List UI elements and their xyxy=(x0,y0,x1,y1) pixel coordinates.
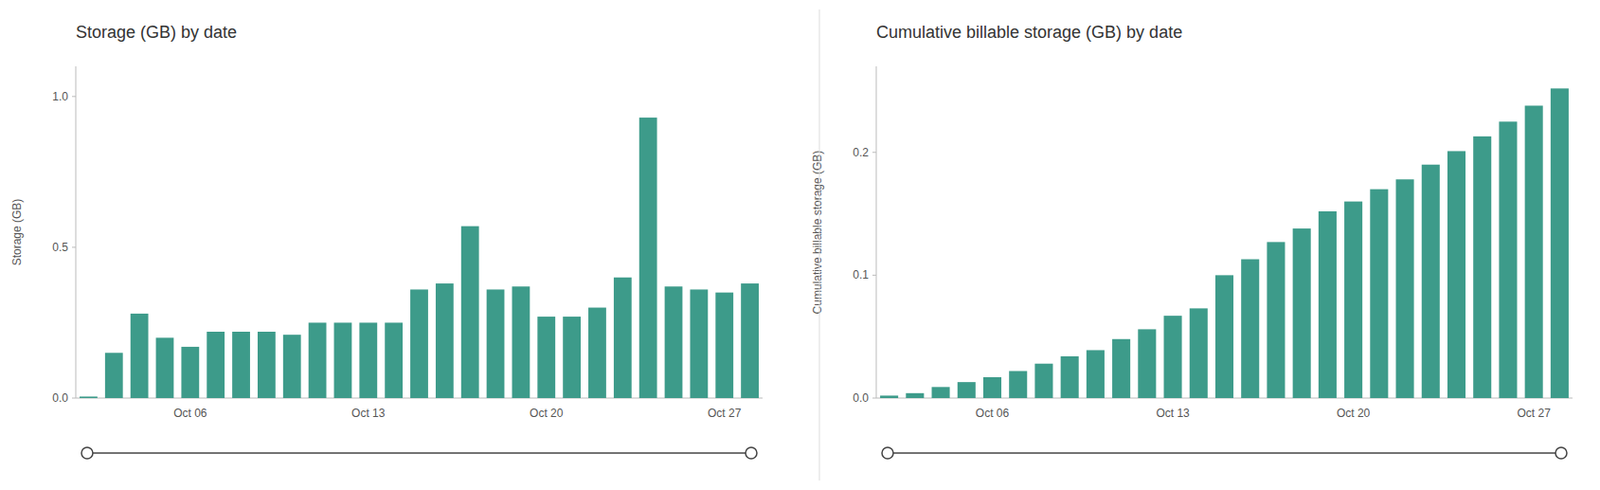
range-slider-handle xyxy=(881,447,894,459)
bar xyxy=(1525,105,1544,398)
bar xyxy=(232,331,251,398)
bar xyxy=(1369,189,1388,398)
bar xyxy=(257,331,276,398)
bar xyxy=(384,322,403,398)
bar xyxy=(105,352,124,398)
bar xyxy=(486,288,505,398)
x-tick-label: Oct 27 xyxy=(1516,406,1551,420)
chart-panel: Cumulative billable storage (GB) by date… xyxy=(810,22,1573,459)
range-slider-handle xyxy=(81,447,93,459)
x-tick-label: Oct 27 xyxy=(707,406,742,420)
bar xyxy=(740,283,759,398)
y-tick xyxy=(71,95,76,97)
x-tick-label: Oct 20 xyxy=(1336,406,1371,420)
bar xyxy=(206,331,225,398)
chart-svg: Storage (GB) by date Storage (GB) 0.0 0.5 1.… xyxy=(0,0,1600,490)
bar xyxy=(512,286,531,398)
chart-title: Cumulative billable storage (GB) by date xyxy=(876,22,1183,42)
y-tick-label: 0.5 xyxy=(52,240,69,254)
bar xyxy=(1550,88,1569,398)
bar xyxy=(905,393,924,398)
x-tick-label: Oct 13 xyxy=(351,406,386,420)
bar xyxy=(334,322,353,398)
bar xyxy=(1344,201,1363,398)
bar xyxy=(308,322,327,398)
bar xyxy=(1008,370,1027,398)
bar xyxy=(880,395,899,398)
y-axis-label: Cumulative billable storage (GB) xyxy=(810,150,825,315)
bar xyxy=(79,395,98,398)
range-slider-handle xyxy=(1555,447,1567,459)
bar xyxy=(359,322,378,398)
bar xyxy=(957,381,976,398)
y-tick xyxy=(71,246,76,248)
bar xyxy=(1473,136,1492,398)
bars xyxy=(880,88,1569,398)
bar xyxy=(613,277,632,398)
x-tick-label: Oct 20 xyxy=(529,406,564,420)
bar xyxy=(1293,228,1312,398)
panel-divider xyxy=(819,9,821,481)
bar xyxy=(1034,363,1053,398)
bar xyxy=(180,346,199,398)
bar xyxy=(932,386,951,398)
y-tick-label: 0.1 xyxy=(852,268,869,282)
bar xyxy=(1421,164,1440,398)
y-tick-label: 0.0 xyxy=(852,391,869,405)
bar xyxy=(588,307,607,398)
bar xyxy=(1060,356,1079,398)
y-tick xyxy=(872,397,877,399)
bar xyxy=(689,288,708,398)
bar xyxy=(715,292,734,398)
bar xyxy=(461,226,480,398)
bar xyxy=(639,117,658,398)
bar xyxy=(1318,211,1337,398)
bar xyxy=(665,286,684,398)
bar xyxy=(435,283,454,398)
y-tick-label: 0.0 xyxy=(52,391,69,405)
bar xyxy=(1112,339,1131,398)
bar xyxy=(1164,315,1183,398)
bar xyxy=(1498,121,1517,398)
range-slider-handle xyxy=(745,447,757,459)
chart-title: Storage (GB) by date xyxy=(75,22,237,42)
bar xyxy=(283,334,302,398)
bar xyxy=(537,316,556,398)
y-axis-line xyxy=(75,66,77,398)
bar xyxy=(1189,307,1208,398)
bar xyxy=(983,377,1002,398)
bar xyxy=(1137,328,1156,398)
bar xyxy=(1240,259,1259,398)
bar xyxy=(130,313,149,398)
bars xyxy=(79,117,759,398)
y-tick xyxy=(872,151,877,153)
chart-container: Storage (GB) by date Storage (GB) 0.0 0.5 1.… xyxy=(0,0,1600,490)
y-axis-line xyxy=(876,66,878,398)
x-tick-label: Oct 13 xyxy=(1155,406,1190,420)
range-slider-track xyxy=(887,451,1562,454)
bar xyxy=(156,337,175,398)
y-tick-label: 0.2 xyxy=(852,145,869,160)
bar xyxy=(1086,349,1105,398)
chart-panel: Storage (GB) by date Storage (GB) 0.0 0.5 1.… xyxy=(10,22,763,459)
y-tick-label: 1.0 xyxy=(52,89,69,104)
y-tick xyxy=(872,274,877,276)
bar xyxy=(1396,179,1415,398)
y-axis-label: Storage (GB) xyxy=(10,198,24,267)
x-tick-label: Oct 06 xyxy=(975,406,1010,420)
bar xyxy=(1215,274,1234,398)
bar xyxy=(562,316,581,398)
bar xyxy=(1266,241,1285,398)
y-tick xyxy=(71,397,76,399)
x-tick-label: Oct 06 xyxy=(173,406,208,420)
bar xyxy=(1447,150,1466,398)
range-slider-track xyxy=(87,451,752,454)
bar xyxy=(410,288,429,398)
